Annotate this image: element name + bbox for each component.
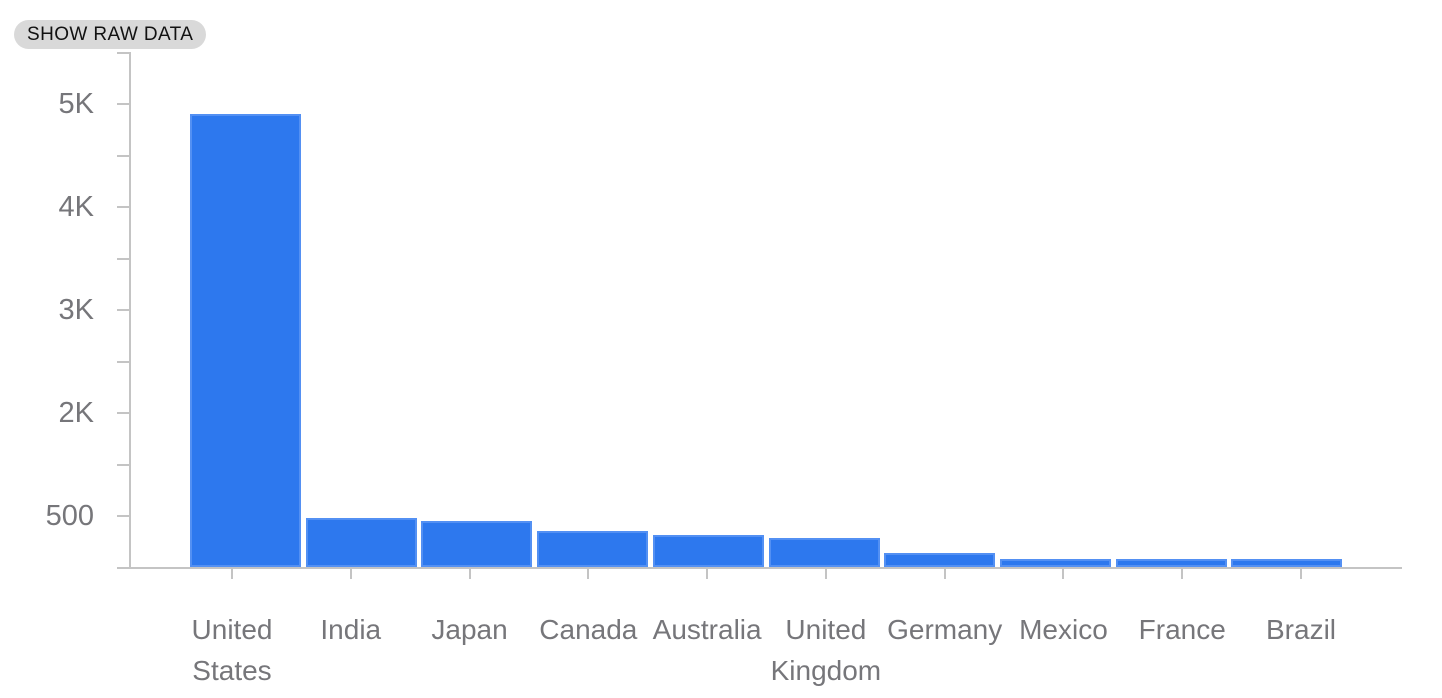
- x-axis-tick: [349, 569, 352, 579]
- bar-brazil[interactable]: [1231, 558, 1343, 567]
- y-axis-tick: [117, 463, 130, 466]
- y-axis-line: [129, 52, 131, 569]
- x-axis-tick: [1300, 569, 1303, 579]
- x-axis-line: [117, 567, 1402, 569]
- x-axis-label: India: [320, 614, 382, 645]
- x-axis-label: United Kingdom: [770, 614, 882, 686]
- bar-united-states[interactable]: [190, 113, 301, 567]
- bar-mexico[interactable]: [999, 558, 1111, 567]
- x-axis-tick: [468, 569, 471, 579]
- y-axis-label: 5K: [58, 88, 94, 121]
- y-axis-label: 500: [45, 500, 94, 533]
- bar-france[interactable]: [1115, 558, 1227, 567]
- x-axis-label: Brazil: [1266, 614, 1337, 645]
- y-axis-tick: [117, 257, 130, 260]
- y-axis-tick: [117, 360, 130, 363]
- y-axis-tick: [117, 154, 130, 157]
- x-axis-label: Japan: [431, 614, 508, 645]
- y-axis-tick: [117, 412, 130, 415]
- bar-united-kingdom[interactable]: [768, 537, 880, 567]
- x-axis-label: Mexico: [1019, 614, 1108, 645]
- bar-australia[interactable]: [652, 534, 764, 567]
- bar-india[interactable]: [305, 517, 417, 567]
- x-axis-tick: [1181, 569, 1184, 579]
- x-axis-label: France: [1138, 614, 1226, 645]
- x-axis-tick: [231, 569, 233, 579]
- bar-germany[interactable]: [884, 552, 996, 567]
- x-axis-label: United States: [191, 614, 273, 686]
- x-axis-label: Canada: [539, 614, 638, 645]
- x-axis-tick: [706, 569, 709, 579]
- bar-japan[interactable]: [421, 520, 533, 567]
- y-axis-tick: [117, 52, 130, 54]
- x-axis-tick: [943, 569, 946, 579]
- y-axis-label: 3K: [58, 294, 94, 327]
- x-axis-label: Australia: [652, 614, 762, 645]
- x-axis-tick: [1062, 569, 1065, 579]
- x-axis-tick: [587, 569, 590, 579]
- y-axis-tick: [117, 103, 130, 106]
- y-axis-tick: [117, 309, 130, 312]
- bar-canada[interactable]: [537, 531, 649, 567]
- y-axis-tick: [117, 206, 130, 209]
- y-axis-label: 2K: [58, 397, 94, 430]
- x-axis-tick: [824, 569, 827, 579]
- x-axis-label: Germany: [887, 614, 1003, 645]
- show-raw-data-button[interactable]: SHOW RAW DATA: [14, 20, 207, 49]
- y-axis-tick: [117, 515, 130, 518]
- y-axis-label: 4K: [58, 191, 94, 224]
